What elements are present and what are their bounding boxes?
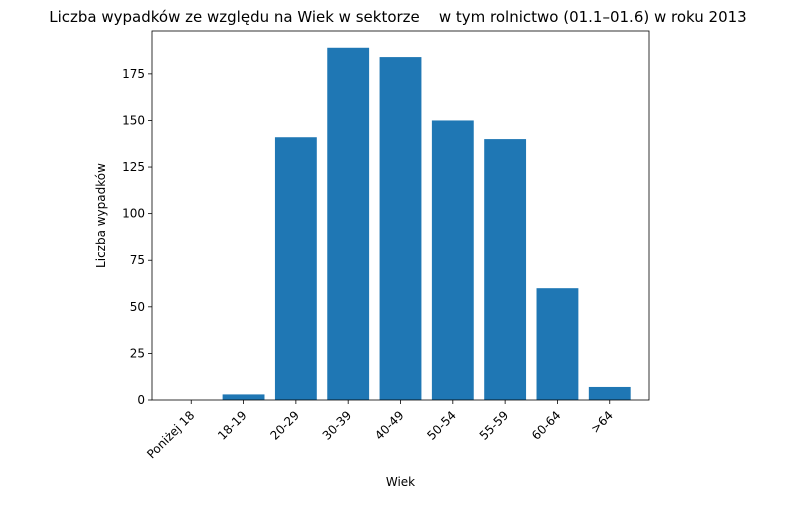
bar [327, 47, 370, 400]
bar [536, 288, 579, 400]
y-tick-label: 50 [130, 300, 145, 314]
x-tick-label: >64 [588, 408, 616, 436]
x-tick-label: 55-59 [477, 408, 512, 443]
x-axis-label: Wiek [386, 475, 415, 489]
y-tick-label: 150 [122, 113, 145, 127]
x-tick-label: Poniżej 18 [144, 408, 197, 461]
plot-frame [151, 30, 650, 401]
bar [274, 137, 317, 400]
bar [222, 394, 265, 400]
x-tick-label: 18-19 [215, 408, 250, 443]
x-tick-label: 60-64 [529, 408, 564, 443]
y-tick-label: 100 [122, 207, 145, 221]
y-axis: 0 25 50 75 100 125 150 175 [122, 67, 152, 407]
y-tick-label: 175 [122, 67, 145, 81]
x-tick-label: 20-29 [267, 408, 302, 443]
x-tick-label: 30-39 [320, 408, 355, 443]
y-tick-label: 75 [130, 253, 145, 267]
y-tick-label: 25 [130, 346, 145, 360]
x-axis: Poniżej 18 18-19 20-29 30-39 40-49 50-54 55-59… [144, 400, 616, 461]
chart-title: Liczba wypadków ze względu na Wiek w sek… [49, 8, 746, 26]
bar [379, 57, 422, 400]
y-tick-label: 0 [137, 393, 145, 407]
y-axis-label: Liczba wypadków [94, 163, 108, 268]
x-tick-label: 50-54 [424, 408, 459, 443]
bar [431, 120, 474, 401]
y-tick-label: 125 [122, 160, 145, 174]
bar [484, 139, 527, 400]
x-tick-label: 40-49 [372, 408, 407, 443]
bars-group [222, 47, 631, 401]
bar [588, 386, 631, 400]
